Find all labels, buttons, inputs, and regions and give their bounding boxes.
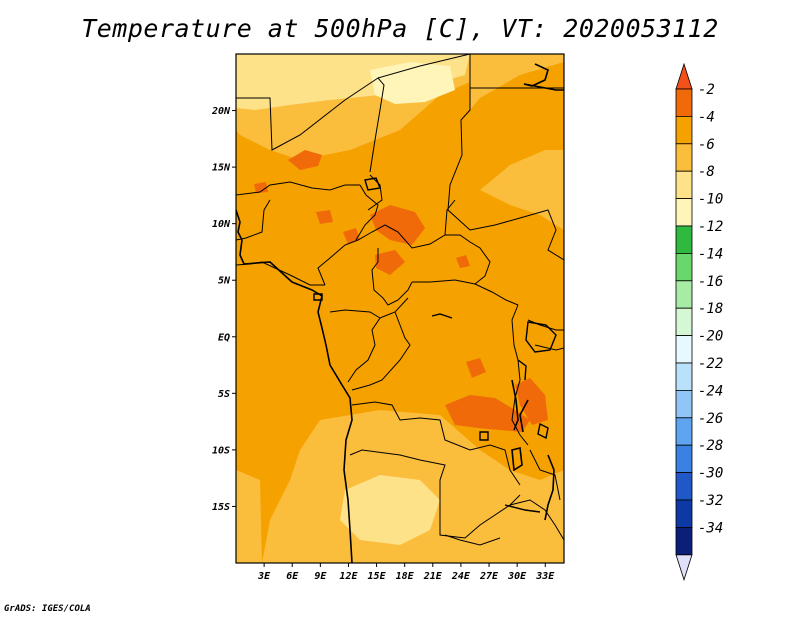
colorbar-swatch	[675, 362, 693, 391]
field-warm-patch-10	[456, 255, 470, 268]
colorbar-swatch	[675, 444, 693, 474]
field-south-pale	[340, 475, 440, 545]
lat-tick-label: EQ	[218, 332, 230, 343]
field-warm-patch-2	[370, 205, 425, 245]
lat-tick-label: 10S	[212, 445, 230, 456]
colorbar-level-label: -2	[698, 82, 715, 98]
colorbar-level-label: -18	[698, 301, 723, 317]
colorbar-level-label: -12	[698, 219, 723, 235]
lon-tick-label: 27E	[479, 571, 499, 582]
field-warm-patch-5	[515, 378, 548, 425]
latitude-ticks: 20N 15N 10N 5N EQ 5S 10S 15S	[211, 106, 236, 513]
lon-tick-label: 33E	[535, 571, 555, 582]
colorbar-level-label: -34	[698, 520, 723, 536]
lat-tick-label: 15S	[212, 502, 230, 513]
lon-tick-label: 6E	[286, 571, 299, 582]
colorbar-level-label: -14	[698, 246, 723, 262]
colorbar-level-label: -16	[698, 274, 723, 290]
field-southwest-light	[236, 470, 262, 563]
colorbar-swatch	[675, 335, 693, 364]
lon-tick-label: 18E	[396, 571, 415, 582]
colorbar-swatch	[675, 252, 693, 282]
colorbar: -2 -4 -6 -8 -10 -12 -14 -16 -18 -20 -22 -24 -26 -28 -3…	[675, 62, 723, 582]
field-warm-patch-3	[375, 250, 405, 275]
colorbar-swatch	[675, 417, 693, 446]
lon-tick-label: 30E	[507, 571, 527, 582]
colorbar-swatch	[675, 170, 693, 199]
map-frame	[235, 53, 565, 564]
colorbar-top-arrow	[675, 62, 693, 90]
colorbar-level-label: -8	[698, 164, 715, 180]
field-warm-patch-1	[288, 150, 322, 170]
colorbar-level-label: -32	[698, 493, 723, 509]
colorbar-level-label: -28	[698, 438, 723, 454]
lon-tick-label: 21E	[423, 571, 443, 582]
longitude-ticks: 3E 6E 9E 12E 15E 18E 21E 24E 27E 30E 33E	[257, 563, 555, 582]
colorbar-swatch	[675, 499, 693, 528]
colorbar-swatch	[675, 116, 693, 145]
field-north-palest	[370, 62, 455, 104]
colorbar-swatch	[675, 88, 693, 117]
colorbar-level-label: -26	[698, 411, 723, 427]
colorbar-swatch	[675, 472, 693, 501]
colorbar-level-label: -20	[698, 329, 723, 345]
coastlines	[236, 63, 564, 563]
colorbar-swatch	[675, 527, 693, 556]
lon-tick-label: 15E	[368, 571, 387, 582]
colorbar-level-label: -4	[698, 109, 715, 125]
colorbar-bottom-arrow	[675, 554, 693, 582]
lon-tick-label: 3E	[257, 571, 271, 582]
lakes	[313, 177, 557, 513]
field-warm-patch-6	[466, 358, 486, 378]
colorbar-swatch	[675, 198, 693, 227]
temperature-field	[236, 54, 564, 563]
field-warm-patch-4	[445, 395, 530, 432]
colorbar-level-label: -30	[698, 466, 723, 482]
chart-title: Temperature at 500hPa [C], VT: 202005311…	[81, 14, 719, 43]
lat-tick-label: 15N	[212, 163, 231, 174]
lon-tick-label: 24E	[451, 571, 471, 582]
colorbar-swatch	[675, 389, 693, 419]
lat-tick-label: 5S	[218, 389, 230, 400]
grads-credit: GrADS: IGES/COLA	[4, 604, 91, 614]
field-northeast-light	[470, 54, 564, 110]
lat-tick-label: 20N	[211, 106, 231, 117]
lat-tick-label: 10N	[212, 219, 231, 230]
colorbar-swatch	[675, 307, 693, 337]
colorbar-swatch	[675, 225, 693, 254]
colorbar-level-label: -6	[698, 137, 715, 153]
colorbar-level-label: -24	[698, 383, 723, 399]
field-east-light	[480, 150, 564, 230]
colorbar-swatch	[675, 280, 693, 309]
lon-tick-label: 12E	[339, 571, 358, 582]
colorbar-level-label: -22	[698, 356, 723, 372]
lon-tick-label: 9E	[314, 571, 327, 582]
colorbar-swatch	[675, 143, 693, 172]
colorbar-level-label: -10	[698, 192, 723, 208]
field-warm-patch-7	[316, 210, 333, 224]
lat-tick-label: 5N	[218, 276, 231, 287]
field-warm-patch-8	[254, 182, 268, 193]
field-warm-patch-9	[343, 228, 360, 244]
